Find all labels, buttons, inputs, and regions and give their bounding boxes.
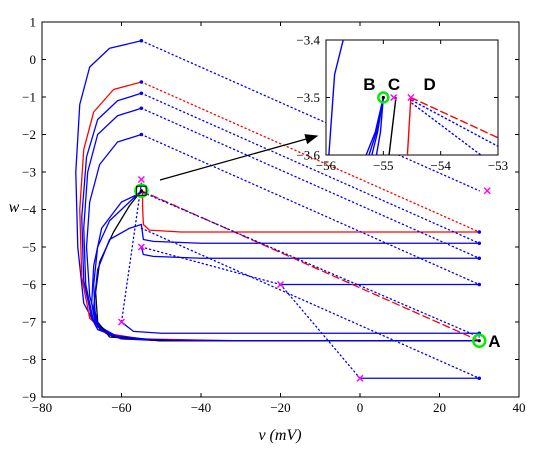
circle-marker-center-1 (477, 339, 481, 343)
x-tick-label-0: −56 (316, 158, 337, 173)
inset-plot: −56 −55 −54 −53 −3.6 −3.5 −3.4 B C D (296, 33, 508, 174)
x-marker-2 (137, 243, 145, 251)
circle-marker-center-0 (381, 95, 385, 100)
inset-series (328, 40, 498, 155)
y-tick-label-2: −3.4 (296, 33, 320, 48)
endpoint-marker-6 (477, 241, 482, 246)
main-series (75, 40, 480, 379)
x-tick-label-1: −55 (373, 158, 393, 173)
y-tick-label-0: −3.6 (296, 148, 320, 163)
x-axis-label: v (mV) (258, 427, 301, 444)
main-ticks: −80 −60 −40 −20 0 20 40 −9 −8 −7 −6 −5 −4 −3 −2 −1 0 1 (22, 15, 525, 416)
annotation-b: B (363, 75, 375, 94)
x-marker-4 (118, 318, 125, 326)
series-red-solid-6 (406, 96, 412, 155)
y-tick-label-9: 0 (30, 52, 37, 67)
series-blue-dotted-22 (140, 227, 480, 379)
x-tick-label-0: −80 (32, 400, 52, 415)
inset-ticks: −56 −55 −54 −53 −3.6 −3.5 −3.4 (296, 33, 508, 174)
y-tick-label-0: −9 (22, 390, 36, 405)
series-blue-solid-11 (140, 246, 480, 259)
y-tick-label-1: −8 (22, 352, 36, 367)
y-tick-label-1: −3.5 (296, 90, 320, 105)
inset-markers (377, 91, 415, 104)
series-blue-dotted-23 (140, 246, 282, 286)
series-red-dashed-7 (410, 96, 498, 139)
series-blue-dotted-21 (140, 133, 480, 286)
series-blue-dotted-8 (411, 99, 498, 148)
y-tick-label-6: −3 (22, 165, 36, 180)
x-tick-label-1: −60 (111, 400, 131, 415)
x-tick-label-4: 0 (357, 400, 364, 415)
endpoint-marker-2 (139, 91, 144, 96)
x-tick-label-3: −20 (270, 400, 290, 415)
x-marker-0 (390, 94, 398, 101)
endpoint-marker-1 (139, 80, 144, 84)
x-marker-5 (356, 374, 364, 382)
y-tick-label-10: 1 (30, 15, 37, 30)
annotation-a: A (488, 332, 500, 351)
series-blue-dotted-25 (279, 283, 361, 379)
zoom-region-box (136, 185, 147, 196)
series-blue-dotted-9 (411, 102, 482, 155)
annotation-d: D (423, 75, 435, 94)
series-blue-solid-8 (93, 223, 480, 342)
main-markers (118, 38, 491, 382)
endpoint-marker-5 (477, 230, 482, 234)
series-blue-dotted-19 (140, 92, 480, 244)
y-tick-label-4: −5 (22, 240, 36, 255)
y-tick-label-7: −2 (22, 127, 36, 142)
series-blue-dotted-17 (140, 40, 480, 192)
y-tick-label-5: −4 (22, 202, 36, 217)
circle-marker-1 (472, 333, 487, 348)
annotation-c: C (388, 75, 400, 94)
y-tick-label-3: −6 (22, 277, 36, 292)
x-marker-0 (483, 187, 491, 195)
series-blue-solid-4 (375, 96, 385, 155)
series-blue-solid-3 (365, 96, 385, 155)
y-tick-label-8: −1 (22, 90, 36, 105)
endpoint-marker-8 (477, 282, 482, 287)
series-red-dotted-18 (140, 81, 480, 233)
endpoint-marker-3 (139, 106, 144, 111)
y-axis-label: w (9, 199, 20, 216)
series-black-solid-5 (388, 96, 397, 155)
x-tick-label-6: 40 (513, 400, 526, 415)
endpoint-marker-4 (139, 132, 144, 137)
series-red-solid-9 (141, 190, 480, 233)
circle-marker-0 (134, 183, 149, 198)
x-marker-1 (407, 94, 415, 101)
endpoint-marker-7 (477, 256, 482, 261)
series-blue-dotted-20 (140, 107, 480, 259)
x-marker-3 (277, 281, 284, 288)
circle-marker-0 (377, 91, 390, 104)
y-tick-label-2: −7 (22, 315, 36, 330)
x-marker-1 (137, 176, 145, 183)
x-tick-label-3: −53 (488, 158, 508, 173)
endpoint-marker-10 (477, 376, 482, 381)
circle-marker-center-0 (139, 189, 143, 193)
endpoint-marker-0 (139, 38, 144, 43)
x-tick-label-5: 20 (433, 400, 446, 415)
x-tick-label-2: −40 (191, 400, 211, 415)
series-blue-solid-0 (328, 40, 344, 155)
series-blue-solid-13 (120, 321, 480, 334)
zoom-arrow (159, 134, 319, 181)
series-blue-solid-10 (140, 223, 480, 244)
x-tick-label-2: −54 (430, 158, 451, 173)
